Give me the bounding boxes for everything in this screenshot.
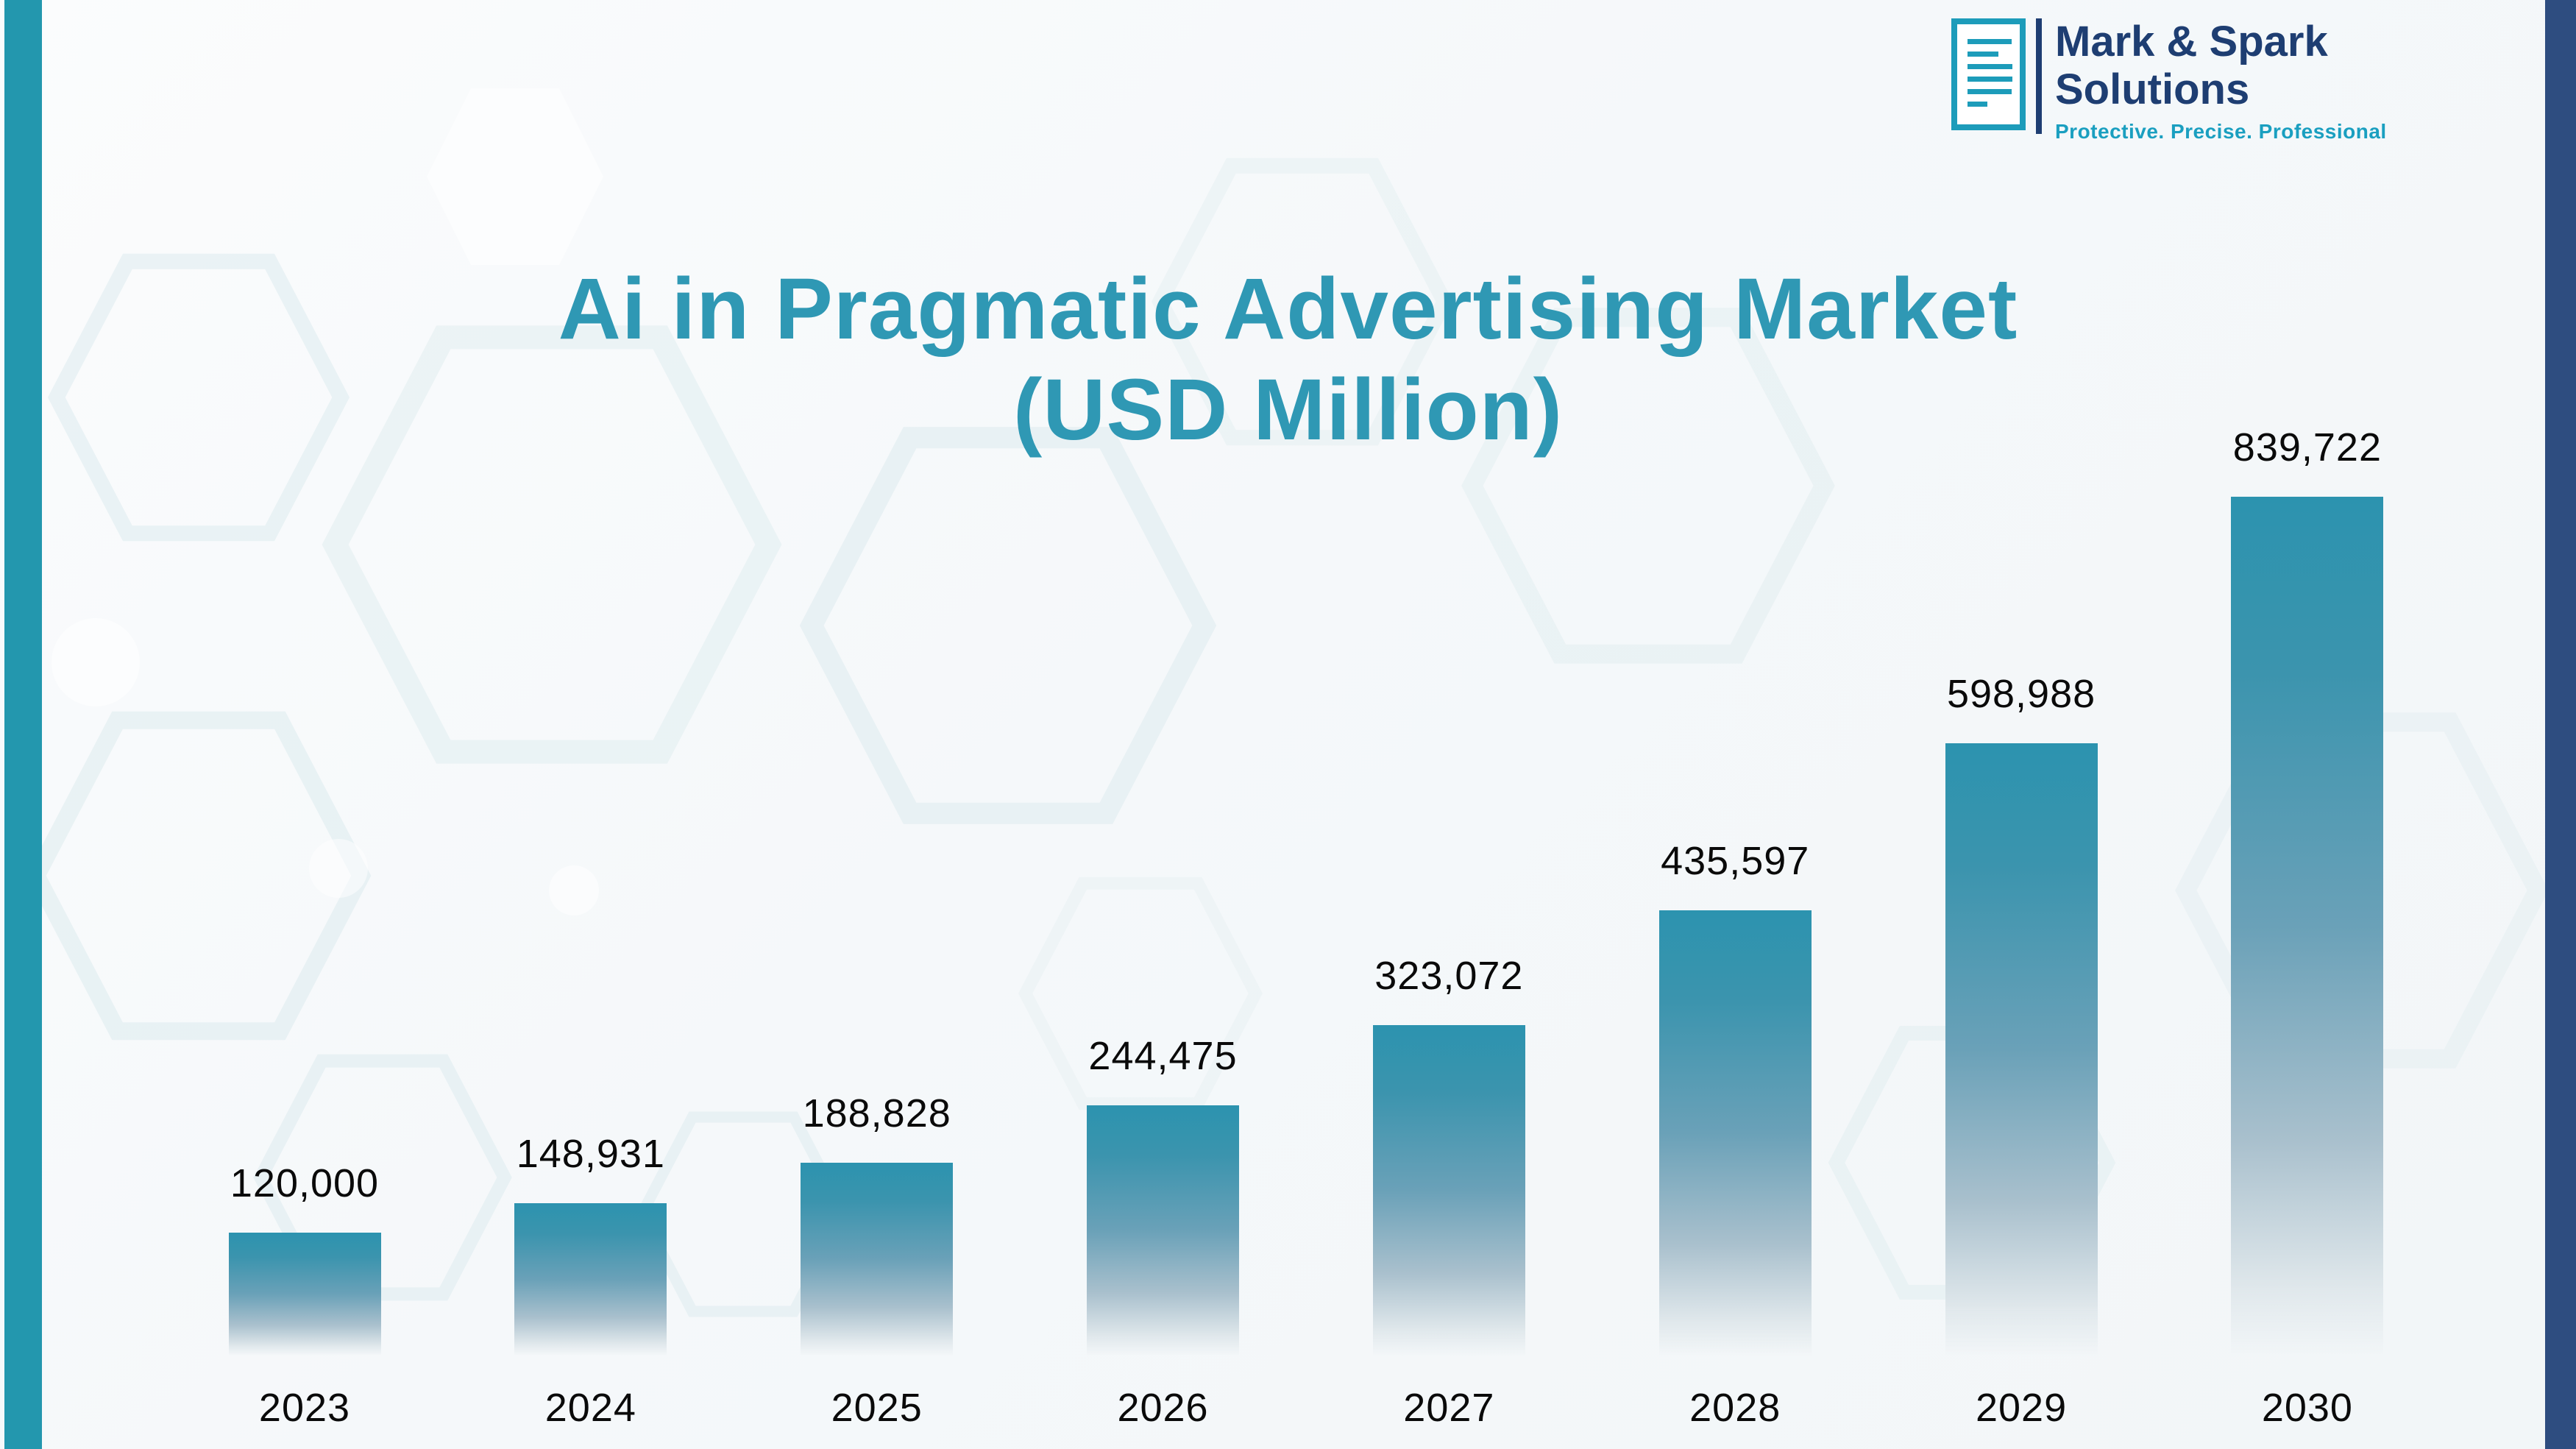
bar-column: 148,931 2024 [448, 0, 734, 1428]
bar-column: 244,475 2026 [1021, 0, 1306, 1428]
logo-divider [2036, 18, 2042, 134]
bar-value-label: 323,072 [1374, 954, 1524, 998]
chart-title: Ai in Pragmatic Advertising Market (USD … [0, 259, 2576, 461]
bar-column: 188,828 2025 [734, 0, 1020, 1428]
bar-column: 435,597 2028 [1592, 0, 1878, 1428]
brand-logo: Mark & Spark Solutions Protective. Preci… [1951, 18, 2387, 144]
bar-column: 839,722 2030 [2165, 0, 2450, 1428]
bar-column: 120,000 2023 [162, 0, 447, 1428]
bar-value-label: 598,988 [1946, 672, 2096, 716]
bar-year-label: 2028 [1689, 1386, 1781, 1430]
bar-column: 323,072 2027 [1306, 0, 1592, 1428]
bar-year-label: 2027 [1403, 1386, 1495, 1430]
bar-rect [228, 1233, 381, 1356]
bar-value-label: 148,931 [516, 1132, 665, 1176]
bar-value-label: 120,000 [230, 1161, 380, 1205]
chart-title-line2: (USD Million) [1012, 361, 1564, 458]
left-accent-stripe [4, 0, 42, 1449]
bar-rect [1658, 910, 1812, 1356]
bar-year-label: 2030 [2261, 1386, 2353, 1430]
bar-year-label: 2024 [544, 1386, 636, 1430]
bar-value-label: 188,828 [802, 1091, 951, 1136]
brand-name-line2: Solutions [2055, 65, 2250, 113]
bar-year-label: 2025 [831, 1386, 923, 1430]
bar-rect [2231, 497, 2384, 1356]
bar-year-label: 2026 [1117, 1386, 1209, 1430]
brand-tagline: Protective. Precise. Professional [2055, 119, 2387, 143]
brand-name-line1: Mark & Spark [2055, 18, 2328, 65]
bar-column: 598,988 2029 [1878, 0, 2164, 1428]
bar-value-label: 435,597 [1661, 839, 1810, 883]
bar-year-label: 2029 [1975, 1386, 2068, 1430]
bar-rect [1945, 743, 2098, 1356]
bar-year-label: 2023 [258, 1386, 351, 1430]
bar-rect [1372, 1025, 1525, 1356]
bar-chart: 120,000 2023 148,931 2024 188,828 2025 2… [162, 0, 2450, 1428]
bar-value-label: 839,722 [2232, 425, 2382, 470]
bar-rect [514, 1203, 667, 1356]
bar-rect [1087, 1105, 1240, 1356]
chart-title-line1: Ai in Pragmatic Advertising Market [558, 261, 2018, 358]
document-lines-icon [1951, 18, 2026, 130]
right-accent-stripe [2545, 0, 2576, 1449]
bar-value-label: 244,475 [1088, 1034, 1238, 1078]
bar-rect [801, 1163, 954, 1356]
